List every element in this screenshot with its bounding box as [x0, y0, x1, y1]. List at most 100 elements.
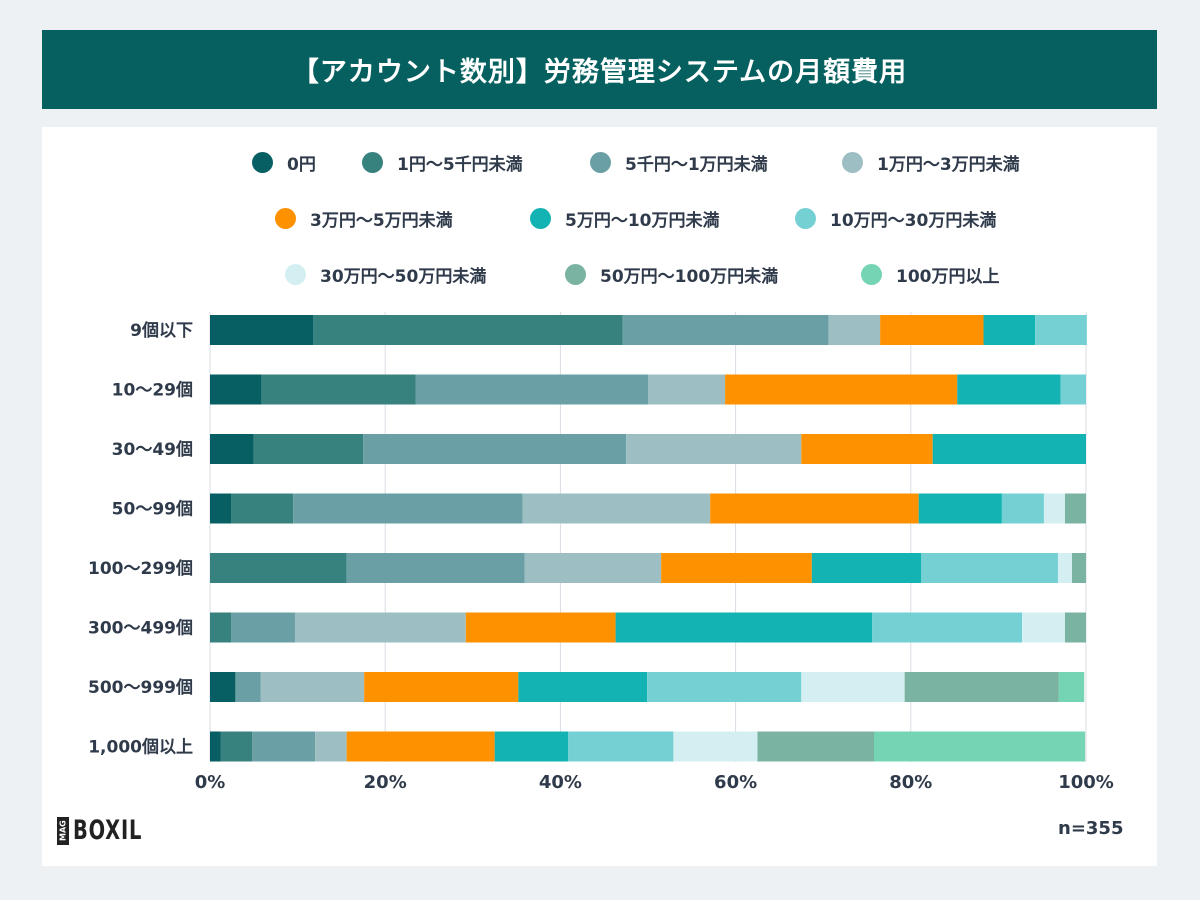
- legend-label: 10万円〜30万円未満: [830, 210, 997, 231]
- legend-swatch: [795, 207, 816, 229]
- bar-segment: [231, 612, 295, 643]
- legend-item: 10万円〜30万円未満: [795, 203, 996, 233]
- bar-segment: [313, 315, 623, 345]
- category-label: 100〜299個: [88, 558, 193, 579]
- legend-swatch: [565, 263, 586, 285]
- bar-segment: [252, 731, 316, 762]
- bar-segment: [522, 493, 711, 524]
- category-label: 500〜999個: [88, 677, 193, 698]
- bar-segment: [293, 493, 523, 524]
- bar-segment: [210, 374, 262, 405]
- bar-segment: [524, 553, 662, 583]
- bar-segment: [872, 612, 1023, 643]
- bar-segment: [260, 672, 365, 702]
- legend-label: 1円〜5千円未満: [397, 154, 523, 175]
- legend-swatch: [362, 151, 383, 173]
- legend-label: 3万円〜5万円未満: [310, 210, 453, 231]
- legend-swatch: [842, 151, 863, 173]
- bar-segment: [725, 374, 958, 405]
- legend-label: 30万円〜50万円未満: [320, 266, 487, 287]
- bar-segment: [874, 731, 1086, 762]
- bar-segment: [1071, 553, 1086, 583]
- legend-swatch: [285, 263, 306, 285]
- legend-item: 1円〜5千円未満: [362, 147, 523, 177]
- bar-segment: [210, 434, 254, 464]
- bar-segment: [494, 731, 569, 762]
- logo-text: BOXIL: [73, 815, 143, 846]
- legend-label: 50万円〜100万円未満: [600, 266, 779, 287]
- title-bar: 【アカウント数別】労務管理システムの月額費用: [42, 30, 1157, 109]
- category-label: 10〜29個: [112, 380, 193, 401]
- legend-swatch: [590, 151, 611, 173]
- bar-segment: [364, 672, 519, 702]
- bar-segment: [261, 374, 416, 405]
- bar-segment: [568, 731, 674, 762]
- bar-segment: [235, 672, 261, 702]
- legend-item: 5万円〜10万円未満: [530, 203, 720, 233]
- bar-segment: [615, 612, 873, 643]
- legend-label: 5千円〜1万円未満: [625, 154, 768, 175]
- x-tick-label: 60%: [714, 772, 757, 793]
- bar-segment: [253, 434, 364, 464]
- bar-segment: [957, 374, 1061, 405]
- bar-segment: [415, 374, 648, 405]
- bar-segment: [346, 731, 495, 762]
- legend-label: 1万円〜3万円未満: [877, 154, 1020, 175]
- bar-segment: [210, 493, 232, 524]
- legend-swatch: [530, 207, 551, 229]
- bar-segment: [346, 553, 525, 583]
- bar-segment: [1064, 493, 1086, 524]
- bar-segment: [647, 672, 802, 702]
- legend-item: 5千円〜1万円未満: [590, 147, 768, 177]
- bar-segment: [210, 553, 347, 583]
- legend-item: 50万円〜100万円未満: [565, 259, 778, 289]
- bar-segment: [661, 553, 812, 583]
- bar-segment: [918, 493, 1002, 524]
- logo-tag: MAG: [57, 816, 69, 845]
- category-label: 50〜99個: [112, 499, 193, 520]
- bar-segment: [932, 434, 1086, 464]
- bar-segment: [1035, 315, 1087, 345]
- bar-segment: [904, 672, 1059, 702]
- bar-segment: [801, 434, 933, 464]
- bar-segment: [757, 731, 875, 762]
- x-tick-label: 40%: [539, 772, 582, 793]
- category-label: 1,000個以上: [88, 737, 193, 758]
- sample-size: n=355: [1058, 818, 1124, 839]
- category-label: 9個以下: [130, 320, 193, 341]
- category-label: 30〜49個: [112, 439, 193, 460]
- bar-segment: [1060, 374, 1086, 405]
- bar-segment: [210, 315, 314, 345]
- legend-item: 100万円以上: [861, 259, 1000, 289]
- legend-item: 30万円〜50万円未満: [285, 259, 486, 289]
- legend-label: 100万円以上: [896, 266, 1000, 287]
- x-tick-label: 100%: [1058, 772, 1114, 793]
- legend-item: 0円: [252, 147, 316, 177]
- legend-label: 5万円〜10万円未満: [565, 210, 720, 231]
- bar-segment: [1043, 493, 1065, 524]
- bar-segment: [294, 612, 466, 643]
- bar-segment: [465, 612, 616, 643]
- bar-segment: [518, 672, 648, 702]
- bar-segment: [710, 493, 919, 524]
- bar-segment: [880, 315, 984, 345]
- bar-segment: [1001, 493, 1044, 524]
- bar-segment: [648, 374, 726, 405]
- category-label: 300〜499個: [88, 618, 193, 639]
- bar-segment: [231, 493, 294, 524]
- boxil-logo: MAG BOXIL: [57, 815, 159, 846]
- bar-segment: [622, 315, 829, 345]
- legend-item: 3万円〜5万円未満: [275, 203, 453, 233]
- bar-segment: [811, 553, 922, 583]
- bar-segment: [673, 731, 758, 762]
- x-tick-label: 80%: [889, 772, 932, 793]
- bar-segment: [1022, 612, 1065, 643]
- bar-segment: [210, 731, 221, 762]
- bar-segment: [921, 553, 1058, 583]
- x-tick-label: 20%: [364, 772, 407, 793]
- legend-label: 0円: [287, 154, 316, 175]
- bar-segment: [828, 315, 881, 345]
- legend-swatch: [275, 207, 296, 229]
- bar-segment: [1064, 612, 1086, 643]
